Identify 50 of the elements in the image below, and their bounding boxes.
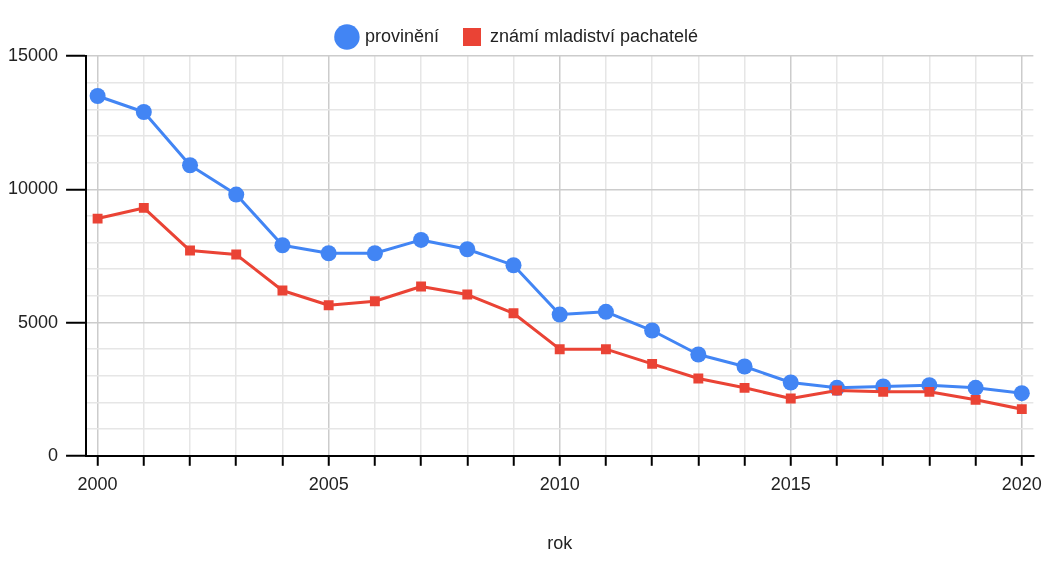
y-tick-label: 5000 [18, 311, 59, 332]
point [92, 213, 103, 224]
point [462, 289, 473, 300]
point [782, 374, 799, 391]
point [459, 241, 476, 258]
point [416, 281, 427, 292]
x-tick-label: 2000 [77, 473, 118, 494]
point [967, 379, 984, 396]
point [369, 296, 380, 307]
point [551, 306, 568, 323]
point [274, 237, 291, 254]
point [505, 257, 522, 274]
x-tick-label: 2005 [308, 473, 349, 494]
legend-label: provinění [364, 25, 439, 46]
x-axis-title: rok [547, 533, 574, 554]
point [1013, 385, 1030, 402]
point [182, 157, 199, 174]
legend-label: známí mladiství pachatelé [489, 25, 699, 46]
point [647, 358, 658, 369]
point [231, 249, 242, 260]
point [138, 202, 149, 213]
point [277, 285, 288, 296]
point [597, 303, 614, 320]
point [508, 308, 519, 319]
point [970, 394, 981, 405]
point [185, 245, 195, 256]
point [600, 344, 611, 355]
point [323, 300, 334, 311]
x-tick-label: 2010 [539, 473, 580, 494]
y-tick-label: 10000 [7, 178, 59, 199]
x-tick-label: 2015 [770, 473, 811, 494]
point [924, 386, 935, 397]
point [690, 346, 707, 363]
point [1016, 404, 1027, 415]
y-tick-label: 0 [48, 444, 59, 465]
point [878, 386, 889, 397]
point [89, 87, 106, 104]
point [366, 245, 383, 262]
point [785, 393, 796, 404]
y-tick-label: 15000 [7, 44, 59, 65]
point [228, 186, 245, 203]
point [736, 358, 753, 375]
point [320, 245, 337, 262]
point [693, 373, 704, 384]
point [644, 322, 661, 339]
x-tick-label: 2020 [1001, 473, 1042, 494]
point [135, 103, 152, 120]
point [413, 231, 430, 248]
point [739, 382, 750, 393]
point [554, 344, 565, 355]
